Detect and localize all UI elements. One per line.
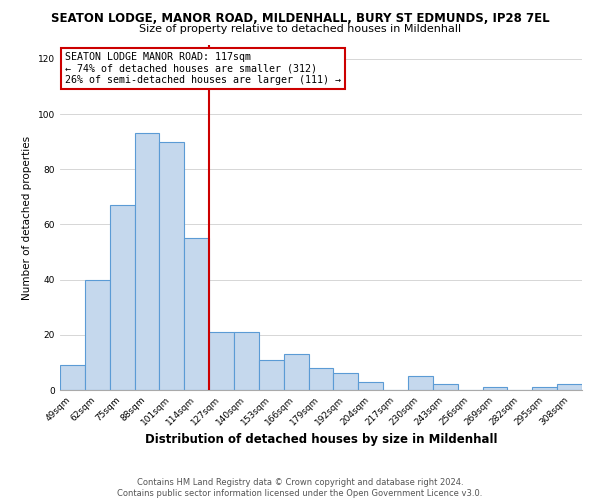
Bar [308, 368, 334, 390]
Bar [160, 142, 184, 390]
Text: Contains HM Land Registry data © Crown copyright and database right 2024.
Contai: Contains HM Land Registry data © Crown c… [118, 478, 482, 498]
Bar [85, 280, 110, 390]
Text: Size of property relative to detached houses in Mildenhall: Size of property relative to detached ho… [139, 24, 461, 34]
Bar [408, 376, 433, 390]
Bar [209, 332, 234, 390]
Bar [134, 134, 160, 390]
Bar [334, 374, 358, 390]
Text: SEATON LODGE MANOR ROAD: 117sqm
← 74% of detached houses are smaller (312)
26% o: SEATON LODGE MANOR ROAD: 117sqm ← 74% of… [65, 52, 341, 85]
Bar [358, 382, 383, 390]
Bar [234, 332, 259, 390]
Bar [259, 360, 284, 390]
Bar [110, 205, 134, 390]
X-axis label: Distribution of detached houses by size in Mildenhall: Distribution of detached houses by size … [145, 432, 497, 446]
Bar [482, 387, 508, 390]
Bar [184, 238, 209, 390]
Bar [532, 387, 557, 390]
Bar [60, 365, 85, 390]
Y-axis label: Number of detached properties: Number of detached properties [22, 136, 32, 300]
Bar [433, 384, 458, 390]
Bar [284, 354, 308, 390]
Text: SEATON LODGE, MANOR ROAD, MILDENHALL, BURY ST EDMUNDS, IP28 7EL: SEATON LODGE, MANOR ROAD, MILDENHALL, BU… [50, 12, 550, 26]
Bar [557, 384, 582, 390]
